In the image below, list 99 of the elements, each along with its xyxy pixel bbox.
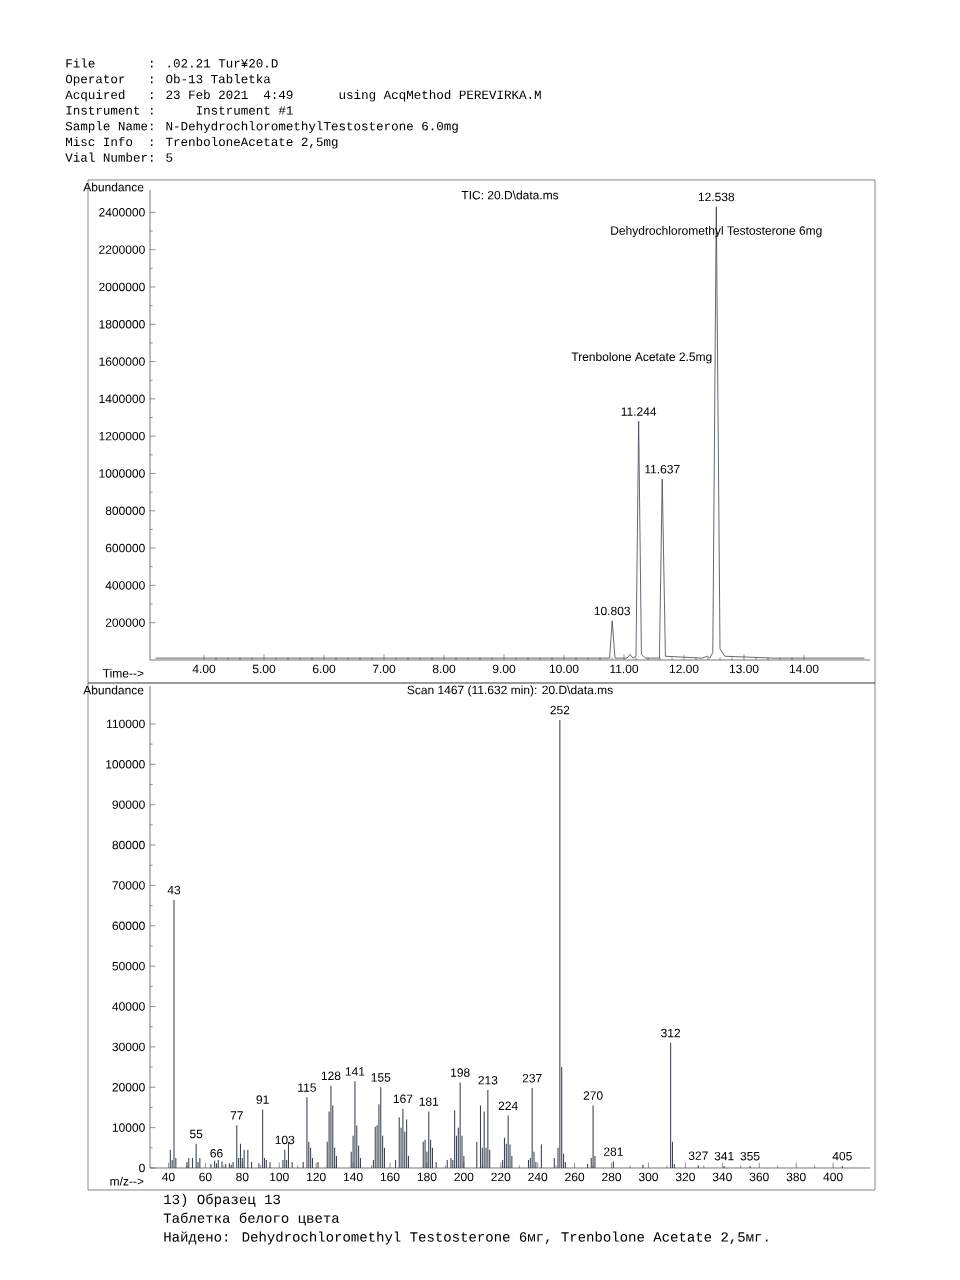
x-tick-label: 40 bbox=[162, 1172, 175, 1182]
x-tick-label: 12.00 bbox=[669, 664, 699, 674]
text: 13) Образец 13 bbox=[164, 1193, 280, 1207]
y-tick-label: 2000000 bbox=[99, 282, 145, 292]
annotation: 281 bbox=[603, 1147, 623, 1156]
x-tick-label: 9.00 bbox=[492, 664, 516, 674]
x-tick-label: 7.00 bbox=[372, 664, 396, 674]
annotation: 224 bbox=[498, 1101, 518, 1110]
annotation: 66 bbox=[210, 1149, 223, 1158]
y-axis-title: Abundance bbox=[83, 685, 144, 695]
y-tick-label: 600000 bbox=[105, 543, 145, 553]
annotation: 10.803 bbox=[594, 606, 631, 616]
y-tick-label: 80000 bbox=[112, 840, 145, 850]
x-tick-label: 360 bbox=[749, 1172, 769, 1182]
x-tick-label: 6.00 bbox=[312, 664, 336, 674]
x-tick-label: 280 bbox=[602, 1172, 622, 1182]
annotation: 198 bbox=[451, 1068, 470, 1077]
text: Sample Name: N-DehydrochloromethylTestosterone 6.0mg bbox=[65, 121, 458, 133]
x-tick-label: 200 bbox=[454, 1172, 474, 1182]
y-tick-label: 10000 bbox=[112, 1123, 145, 1132]
annotation: 11.637 bbox=[645, 464, 680, 474]
x-tick-label: 11.00 bbox=[610, 664, 639, 674]
y-tick-label: 1600000 bbox=[99, 357, 145, 366]
annotation: 77 bbox=[230, 1111, 243, 1120]
y-tick-label: 200000 bbox=[105, 618, 145, 627]
y-tick-label: 40000 bbox=[112, 1002, 145, 1011]
annotation: 103 bbox=[275, 1135, 295, 1145]
x-tick-label: 400 bbox=[823, 1172, 843, 1182]
y-axis-title: Abundance bbox=[83, 182, 144, 192]
y-tick-label: 0 bbox=[139, 1163, 145, 1173]
y-tick-label: 1000000 bbox=[99, 469, 145, 478]
annotation: 213 bbox=[478, 1075, 498, 1085]
x-tick-label: 260 bbox=[565, 1172, 585, 1182]
y-tick-label: 50000 bbox=[112, 961, 145, 971]
annotation: 91 bbox=[256, 1095, 269, 1104]
annotation: 128 bbox=[321, 1071, 341, 1081]
text: Таблетка белого цвета bbox=[163, 1212, 340, 1226]
y-tick-label: 1400000 bbox=[99, 394, 145, 404]
x-tick-label: 380 bbox=[786, 1172, 806, 1182]
y-tick-label: 800000 bbox=[105, 506, 145, 516]
x-axis-title: Time--> bbox=[103, 668, 144, 678]
y-tick-label: 60000 bbox=[112, 921, 145, 931]
y-tick-label: 100000 bbox=[106, 760, 145, 769]
text: File : .02.21 Tur¥20.D bbox=[66, 58, 278, 68]
x-tick-label: 340 bbox=[712, 1172, 732, 1182]
x-tick-label: 120 bbox=[307, 1172, 326, 1182]
annotation: 405 bbox=[832, 1151, 852, 1161]
y-tick-label: 30000 bbox=[112, 1042, 145, 1052]
y-tick-label: 2400000 bbox=[99, 208, 145, 217]
text: Vial Number: 5 bbox=[65, 152, 173, 162]
annotation: 270 bbox=[583, 1091, 603, 1100]
annotation: 155 bbox=[371, 1073, 391, 1082]
x-tick-label: 320 bbox=[675, 1172, 695, 1182]
text: Instrument : Instrument #1 bbox=[66, 106, 293, 115]
x-tick-label: 180 bbox=[417, 1172, 437, 1182]
annotation: 237 bbox=[522, 1073, 542, 1083]
y-tick-label: 400000 bbox=[105, 581, 145, 590]
x-tick-label: 240 bbox=[528, 1172, 548, 1182]
x-tick-label: 160 bbox=[380, 1172, 400, 1182]
x-tick-label: 10.00 bbox=[549, 664, 579, 674]
x-tick-label: 300 bbox=[638, 1172, 659, 1182]
x-tick-label: 60 bbox=[199, 1172, 212, 1182]
text: Misc Info : TrenboloneAcetate 2,5mg bbox=[66, 136, 338, 149]
y-tick-label: 110000 bbox=[107, 719, 145, 729]
annotation: 341 bbox=[714, 1151, 734, 1161]
x-tick-label: 5.00 bbox=[252, 664, 276, 674]
x-tick-label: 220 bbox=[491, 1172, 511, 1182]
chart-title: Scan 1467 (11.632 min): 20.D\data.ms bbox=[407, 685, 613, 697]
annotation: 115 bbox=[298, 1083, 316, 1092]
text: Operator : Ob-13 Tabletka bbox=[65, 74, 271, 86]
x-axis-title: m/z--> bbox=[110, 1176, 144, 1186]
chart-title: TIC: 20.D\data.ms bbox=[461, 190, 559, 200]
x-tick-label: 8.00 bbox=[432, 664, 456, 674]
x-tick-label: 14.00 bbox=[789, 664, 819, 674]
x-tick-label: 140 bbox=[343, 1172, 363, 1182]
y-tick-label: 1200000 bbox=[99, 431, 145, 441]
y-tick-label: 1800000 bbox=[99, 320, 145, 329]
text: Acquired : 23 Feb 2021 4:49 using AcqMethod PEREVIRKA.M bbox=[65, 89, 541, 102]
y-tick-label: 20000 bbox=[112, 1083, 145, 1092]
annotation: 11.244 bbox=[621, 407, 657, 416]
x-tick-label: 4.00 bbox=[192, 664, 216, 674]
x-tick-label: 13.00 bbox=[729, 664, 759, 674]
annotation: 43 bbox=[167, 885, 181, 895]
y-tick-label: 2200000 bbox=[99, 245, 145, 254]
annotation: 327 bbox=[688, 1151, 708, 1160]
x-tick-label: 100 bbox=[270, 1172, 289, 1182]
text: Найдено: Dehydrochloromethyl Testosterone 6мг, Trenbolone Acetate 2,5мг. bbox=[164, 1231, 768, 1245]
x-tick-label: 80 bbox=[236, 1172, 249, 1182]
annotation: 141 bbox=[345, 1067, 365, 1076]
annotation: 355 bbox=[740, 1151, 760, 1161]
annotation: Trenbolone Acetate 2.5mg bbox=[571, 352, 712, 364]
annotation: 312 bbox=[661, 1028, 681, 1038]
annotation: 167 bbox=[393, 1094, 413, 1104]
annotation: 181 bbox=[419, 1097, 439, 1106]
annotation: 252 bbox=[550, 705, 570, 715]
y-tick-label: 90000 bbox=[112, 800, 145, 809]
annotation: 55 bbox=[189, 1129, 203, 1139]
y-tick-label: 70000 bbox=[112, 881, 145, 890]
annotation: 12.538 bbox=[698, 192, 735, 202]
